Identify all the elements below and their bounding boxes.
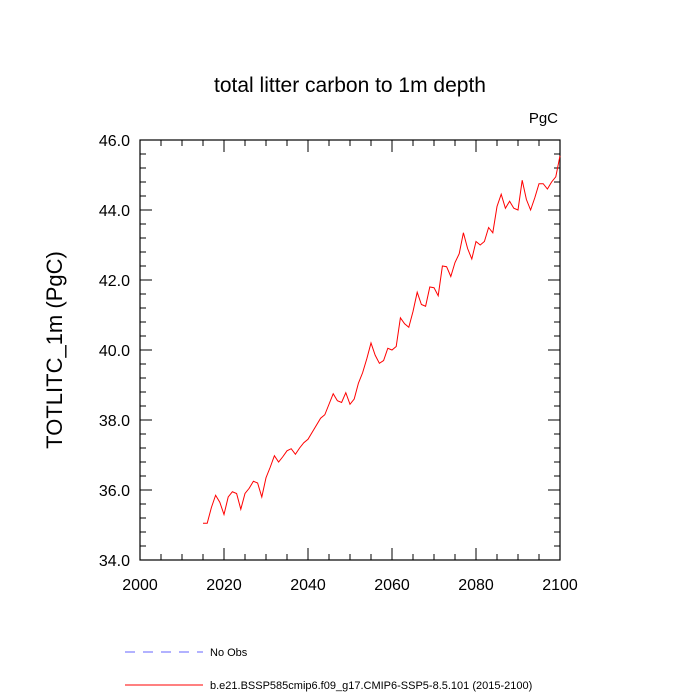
legend-label: b.e21.BSSP585cmip6.f09_g17.CMIP6-SSP5-8.…: [210, 680, 532, 692]
legend-label: No Obs: [210, 647, 248, 659]
y-tick-label: 34.0: [99, 553, 130, 570]
x-tick-label: 2100: [542, 577, 578, 594]
x-axis: 2000 2020 2040 2060 2080 2100: [122, 140, 578, 594]
y-tick-label: 46.0: [99, 133, 130, 150]
series-line: [203, 155, 561, 524]
legend: No Obs b.e21.BSSP585cmip6.f09_g17.CMIP6-S…: [125, 647, 532, 692]
x-tick-label: 2020: [206, 577, 242, 594]
y-axis: 34.0 36.0 38.0 40.0 42.0 44.0 46.0: [99, 133, 560, 570]
y-tick-label: 40.0: [99, 343, 130, 360]
plot-frame: [139, 139, 561, 561]
y-tick-label: 44.0: [99, 203, 130, 220]
units-label: PgC: [529, 110, 558, 127]
x-tick-label: 2000: [122, 577, 158, 594]
y-tick-label: 42.0: [99, 273, 130, 290]
y-tick-label: 38.0: [99, 413, 130, 430]
series-layer: [203, 155, 561, 524]
chart-title: total litter carbon to 1m depth: [214, 74, 486, 97]
x-tick-label: 2040: [290, 577, 326, 594]
x-tick-label: 2080: [458, 577, 494, 594]
x-tick-label: 2060: [374, 577, 410, 594]
y-tick-label: 36.0: [99, 483, 130, 500]
y-axis-label: TOTLITC_1m (PgC): [42, 251, 67, 449]
plot-area: [139, 139, 561, 561]
